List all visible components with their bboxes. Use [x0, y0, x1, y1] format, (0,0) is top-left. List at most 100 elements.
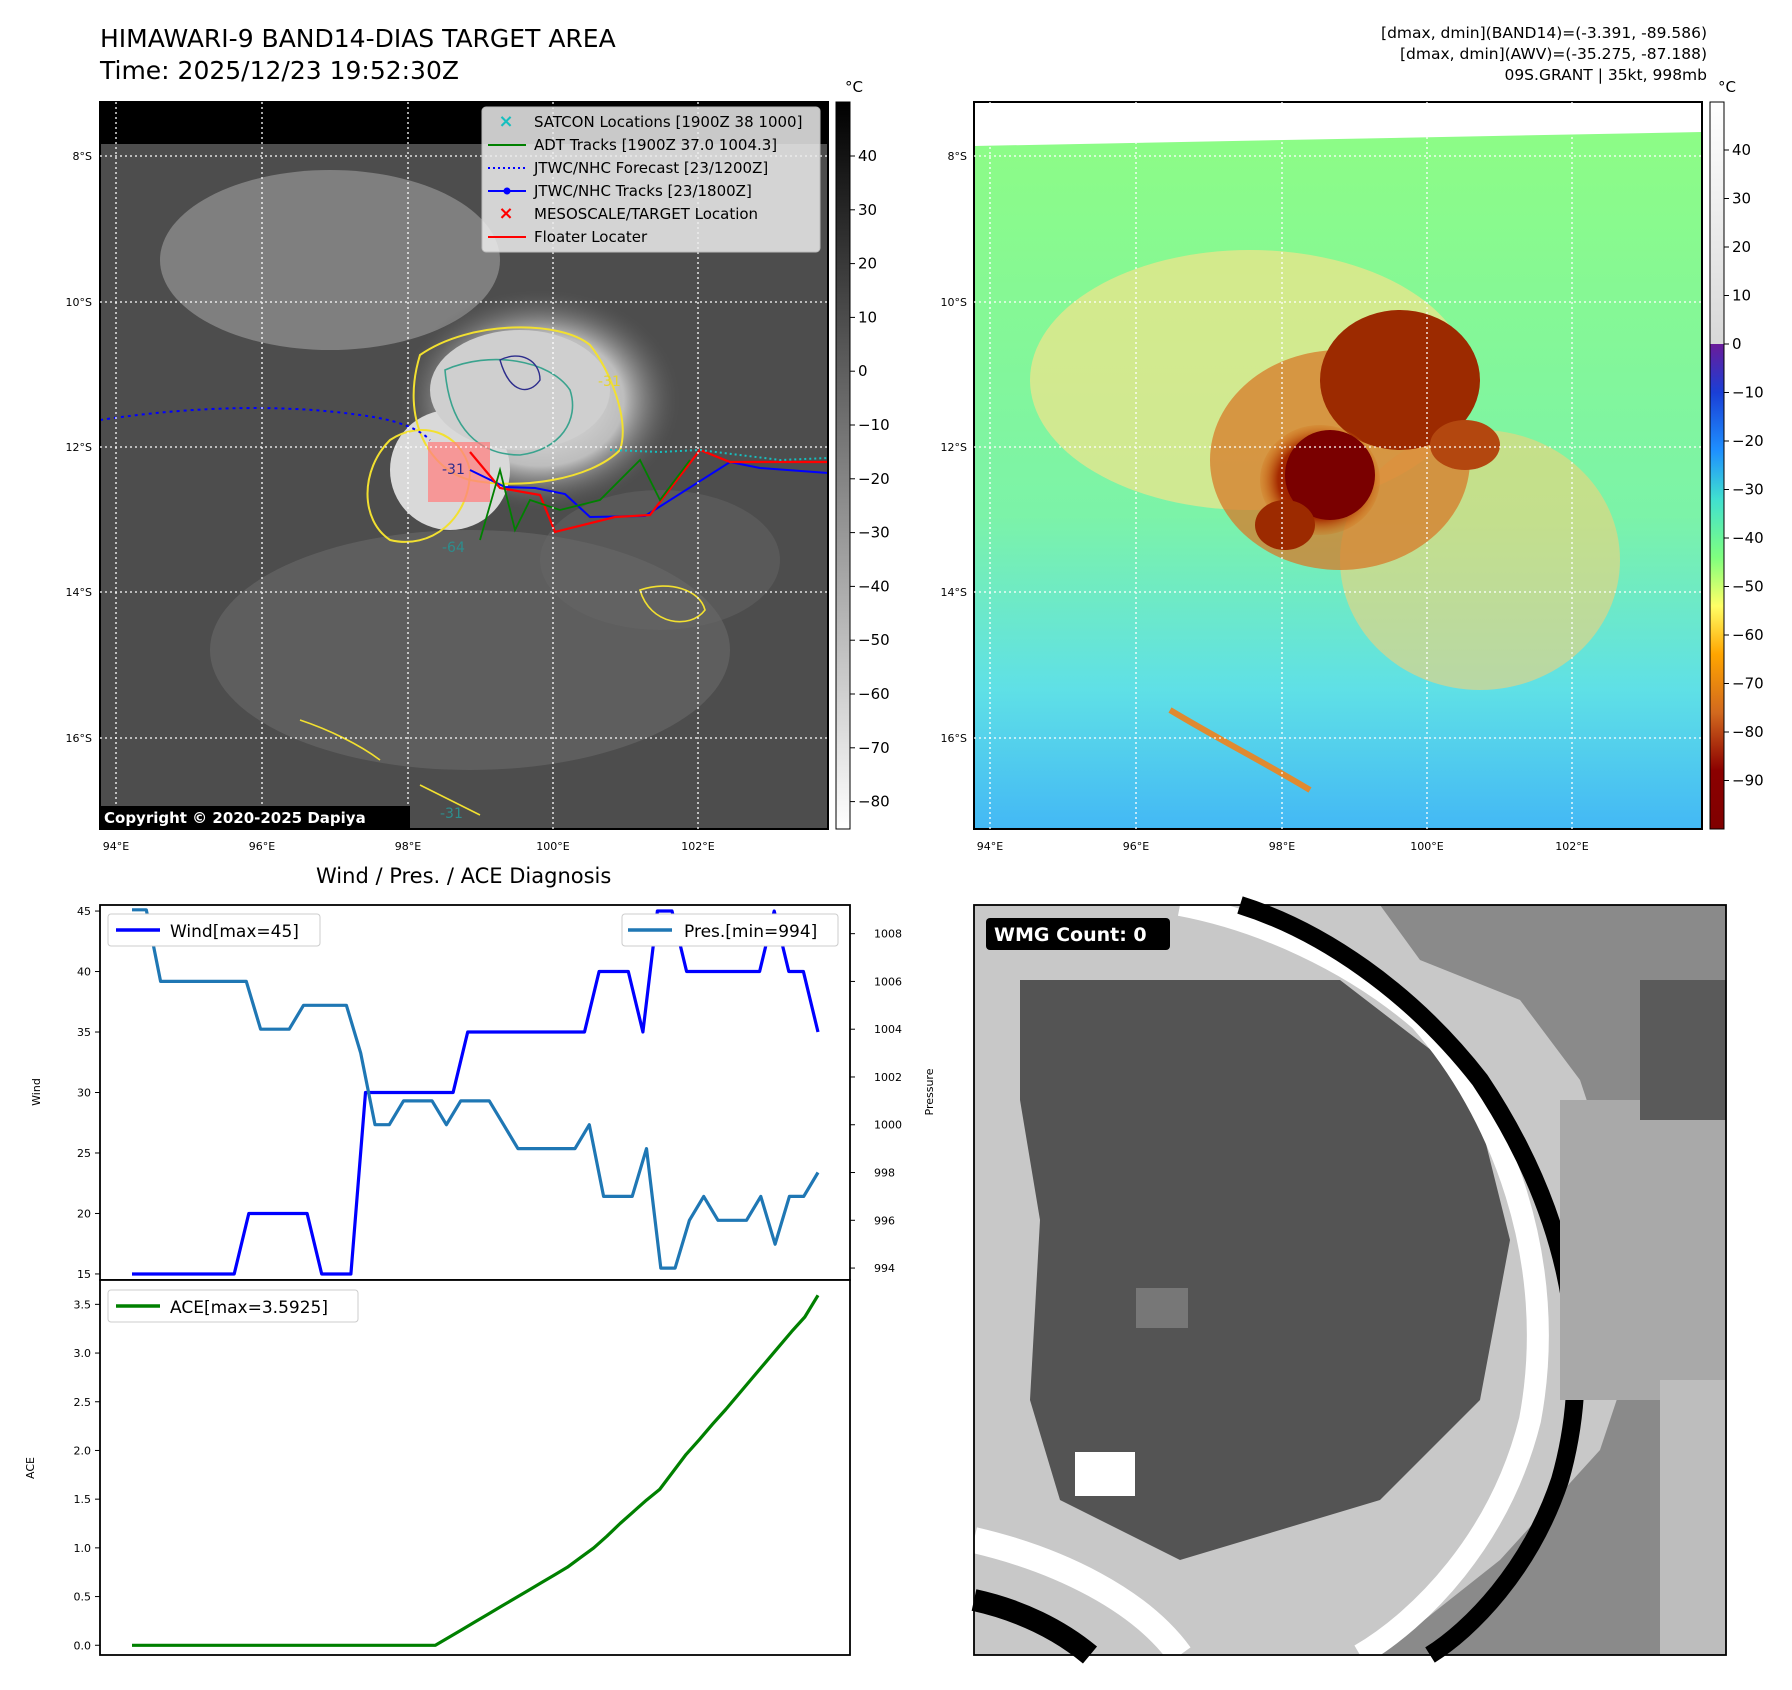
copyright-text: Copyright © 2020-2025 Dapiya	[104, 809, 366, 827]
legend-label: SATCON Locations [1900Z 38 1000]	[534, 113, 802, 131]
pressure-legend: Pres.[min=994]	[621, 913, 839, 947]
ace-plot-frame	[99, 1279, 851, 1656]
info-line-band14: [dmax, dmin](BAND14)=(-3.391, -89.586)	[1381, 24, 1707, 42]
wind-legend: Wind[max=45]	[107, 913, 321, 947]
colorbar-ir-tick-label: −20	[858, 470, 890, 488]
ace-axis-label: ACE	[24, 1457, 37, 1479]
colorbar-ir-tick-label: 20	[858, 255, 877, 273]
awv-imagery	[974, 102, 1702, 829]
y2-tick-label: 1008	[874, 928, 902, 941]
wmg-label-box	[986, 918, 1170, 950]
colorbar-ir-tick-label: −10	[858, 416, 890, 434]
awv-lon-label: 98°E	[1269, 840, 1295, 853]
y2-tick-label: 1006	[874, 975, 902, 988]
awv-lon-label: 102°E	[1555, 840, 1588, 853]
legend-label: JTWC/NHC Forecast [23/1200Z]	[533, 159, 768, 177]
figure-time: Time: 2025/12/23 19:52:30Z	[100, 56, 459, 85]
ir-lat-label: 12°S	[66, 441, 92, 454]
colorbar-awv-tick-label: −80	[1732, 723, 1764, 741]
colorbar-awv-frame	[1709, 101, 1725, 830]
colorbar-awv-upper	[1710, 102, 1724, 344]
colorbar-awv-tick-label: −70	[1732, 675, 1764, 693]
copyright-box	[100, 806, 410, 829]
awv-lon-label: 94°E	[977, 840, 1003, 853]
colorbar-awv-ticks: 40 30 20 10 0 −10 −20 −30 −40 −50 −60 −70 −80 −90	[1724, 141, 1764, 790]
colorbar-ir-tick-label: 0	[858, 362, 868, 380]
y-tick-label: 35	[77, 1026, 91, 1039]
wmg-panel	[971, 894, 1726, 1665]
colorbar-awv-tick-label: −60	[1732, 626, 1764, 644]
ace-series	[132, 1294, 820, 1647]
wind-pressure-axes: 15 20 25 30 35 40 45 994 996 998 1000 1002 1004 1006 1…	[77, 905, 902, 1281]
awv-lon-label: 96°E	[1123, 840, 1149, 853]
ir-lon-label: 100°E	[536, 840, 569, 853]
legend-x-marker: ×	[498, 203, 513, 224]
figure-title: HIMAWARI-9 BAND14-DIAS TARGET AREA	[100, 24, 616, 53]
colorbar-ir-tick-label: 30	[858, 201, 877, 219]
y-tick-label: 1.5	[74, 1493, 92, 1506]
legend-label: Floater Locater	[534, 228, 648, 246]
y-tick-label: 3.0	[74, 1347, 92, 1360]
y-tick-label: 0.5	[74, 1591, 92, 1604]
wind-legend-label: Wind[max=45]	[170, 922, 299, 942]
pressure-legend-label: Pres.[min=994]	[684, 922, 817, 942]
ir-lon-label: 102°E	[681, 840, 714, 853]
colorbar-awv-tick-label: −90	[1732, 772, 1764, 790]
ir-lon-labels: 94°E 96°E 98°E 100°E 102°E	[103, 840, 715, 853]
legend-dot	[503, 187, 511, 195]
colorbar-ir-ticks: 40 30 20 10 0 −10 −20 −30 −40 −50 −60 −70 −80	[850, 147, 890, 811]
colorbar-awv-tick-label: −40	[1732, 529, 1764, 547]
legend-label: JTWC/NHC Tracks [23/1800Z]	[533, 182, 752, 200]
colorbar-ir-tick-label: −70	[858, 739, 890, 757]
colorbar-ir-tick-label: −80	[858, 793, 890, 811]
y-tick-label: 2.0	[74, 1444, 92, 1457]
awv-map-frame	[973, 101, 1703, 830]
colorbar-ir-tick-label: 10	[858, 308, 877, 326]
info-line-storm: 09S.GRANT | 35kt, 998mb	[1504, 66, 1707, 84]
ace-axes: 0.0 0.5 1.0 1.5 2.0 2.5 3.0 3.5	[74, 1298, 100, 1652]
y-tick-label: 30	[77, 1087, 91, 1100]
awv-lat-label: 8°S	[948, 150, 967, 163]
y2-tick-label: 998	[874, 1167, 895, 1180]
y-tick-label: 2.5	[74, 1396, 92, 1409]
contour-label: -31	[440, 806, 463, 822]
colorbar-awv-tick-label: −10	[1732, 384, 1764, 402]
y2-tick-label: 994	[874, 1262, 895, 1275]
series-line	[132, 908, 820, 1270]
ace-legend-label: ACE[max=3.5925]	[170, 1298, 328, 1318]
colorbar-awv-tick-label: −50	[1732, 578, 1764, 596]
info-line-awv: [dmax, dmin](AWV)=(-35.275, -87.188)	[1400, 45, 1707, 63]
contour-label: -31	[442, 462, 465, 478]
ir-lat-labels: 8°S 10°S 12°S 14°S 16°S	[66, 150, 92, 745]
colorbar-ir	[835, 101, 851, 830]
awv-lon-label: 100°E	[1410, 840, 1443, 853]
awv-lon-labels: 94°E 96°E 98°E 100°E 102°E	[977, 840, 1589, 853]
colorbar-awv-tick-label: 10	[1732, 287, 1751, 305]
wind-pressure-plot-frame	[99, 904, 851, 1281]
colorbar-ir-tick-label: −60	[858, 685, 890, 703]
y-tick-label: 0.0	[74, 1639, 92, 1652]
awv-lat-labels: 8°S 10°S 12°S 14°S 16°S	[941, 150, 967, 745]
ir-legend: × SATCON Locations [1900Z 38 1000] ADT Tra…	[481, 106, 821, 253]
y-tick-label: 1.0	[74, 1542, 92, 1555]
awv-lat-label: 12°S	[941, 441, 967, 454]
awv-lat-label: 16°S	[941, 732, 967, 745]
colorbar-awv-tick-label: −20	[1732, 432, 1764, 450]
contour-label: -64	[442, 540, 465, 556]
colorbar-awv-tick-label: 20	[1732, 238, 1751, 256]
y2-tick-label: 996	[874, 1214, 895, 1227]
colorbar-awv-tick-label: 40	[1732, 141, 1751, 159]
colorbar-awv-lower	[1710, 344, 1724, 829]
contour-label: -31	[598, 374, 621, 390]
colorbar-ir-unit: °C	[845, 78, 863, 96]
ir-lat-label: 10°S	[66, 296, 92, 309]
awv-lat-label: 14°S	[941, 586, 967, 599]
colorbar-ir-tick-label: 40	[858, 147, 877, 165]
y2-tick-label: 1002	[874, 1071, 902, 1084]
ir-lon-label: 98°E	[395, 840, 421, 853]
ir-lat-label: 8°S	[73, 150, 92, 163]
y2-tick-label: 1000	[874, 1119, 902, 1132]
y2-tick-label: 1004	[874, 1023, 902, 1036]
colorbar-ir-tick-label: −50	[858, 631, 890, 649]
colorbar-ir-tick-label: −40	[858, 577, 890, 595]
